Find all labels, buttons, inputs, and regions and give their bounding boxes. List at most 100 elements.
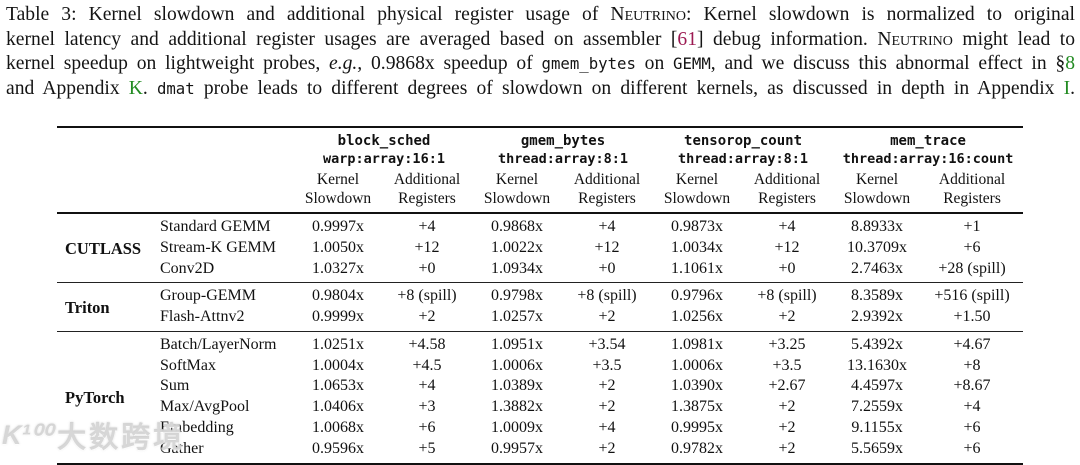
metric-header: Kernel Slowdown <box>843 171 911 207</box>
value-cell: 0.9868x <box>491 218 543 235</box>
table-caption: Table 3: Kernel slowdown and additional … <box>6 3 1075 101</box>
value-cell: +2 <box>598 377 616 395</box>
value-cell: +4 <box>963 398 981 416</box>
caption-line: Table 3: Kernel slowdown and additional … <box>6 3 1075 28</box>
caption-text: probe leads to different degrees of slow… <box>194 77 1064 99</box>
value-cell: +3 <box>418 398 436 416</box>
metric-header: Kernel Slowdown <box>304 171 372 207</box>
value-cell: 1.0050x <box>312 238 364 256</box>
value-cell: 1.0256x <box>671 308 724 326</box>
kernel-name: Max/AvgPool <box>160 398 250 416</box>
caption-text: Neutrino <box>877 28 953 50</box>
value-cell: +12 <box>594 238 620 256</box>
value-cell: +1 <box>963 218 981 235</box>
value-cell: 1.0653x <box>312 377 364 395</box>
corner-spacer <box>57 168 295 213</box>
value-cell: 0.9957x <box>491 440 543 457</box>
probe-group-header: block_sched <box>337 133 431 149</box>
table-row: Triton Group-GEMM 0.9804x +8 (spill) 0.9798x… <box>57 283 1023 315</box>
value-cell: +2 <box>778 398 796 416</box>
kernel-name: Embedding <box>160 419 234 437</box>
citation-link[interactable]: 61 <box>677 28 697 50</box>
table-row: CUTLASS Standard GEMM 0.9997x +4 0.9868x +4 0.… <box>57 213 1023 257</box>
caption-text: dmat <box>156 78 195 98</box>
section-triton: Triton Group-GEMM 0.9804x +8 (spill) 0.9798x… <box>57 282 1024 331</box>
value-cell: 13.1630x <box>847 356 908 374</box>
reference-link[interactable]: K <box>128 77 143 99</box>
table-row: SoftMax 1.0004x +4.5 1.0006x +3.5 1.0006x +3.5… <box>57 355 1023 376</box>
metric-header: Kernel Slowdown <box>483 171 551 207</box>
probe-config-header: thread:array:8:1 <box>497 151 629 167</box>
value-cell: 1.1061x <box>671 259 724 277</box>
value-cell: 0.9796x <box>671 287 724 305</box>
value-cell: +6 <box>963 238 981 256</box>
value-cell: +12 <box>774 238 800 256</box>
kernel-name: Group-GEMM <box>160 287 256 305</box>
kernel-name: Standard GEMM <box>160 218 271 235</box>
value-cell: 1.0006x <box>671 356 724 374</box>
value-cell: 0.9999x <box>312 308 364 326</box>
kernel-name: SoftMax <box>160 356 216 374</box>
value-cell: 1.0004x <box>312 356 364 374</box>
value-cell: 0.9798x <box>491 287 543 305</box>
caption-text: might lead to <box>952 28 1076 50</box>
caption-text: e.g., <box>329 53 363 75</box>
reference-link[interactable]: 8 <box>1065 53 1076 75</box>
value-cell: 1.0406x <box>312 398 364 416</box>
metric-header: Additional Registers <box>753 171 821 207</box>
kernel-name: Sum <box>160 377 190 395</box>
probe-config-header: thread:array:8:1 <box>678 151 809 167</box>
value-cell: +2 <box>598 308 616 326</box>
caption-text: and Appendix <box>6 77 129 99</box>
value-cell: 4.4597x <box>851 377 904 395</box>
value-cell: 1.0327x <box>312 259 364 277</box>
metric-header: Additional Registers <box>573 171 641 207</box>
table-row: Stream-K GEMM 1.0050x +12 1.0022x +12 1.0034x… <box>57 238 1023 259</box>
value-cell: +4 <box>418 377 436 395</box>
value-cell: 9.1155x <box>851 419 903 437</box>
table-header: block_sched gmem_bytes tensorop_count mem_t… <box>57 127 1024 213</box>
value-cell: 2.7463x <box>851 259 904 277</box>
value-cell: +3.5 <box>592 356 622 374</box>
probe-config-header: thread:array:16:count <box>842 151 1014 167</box>
value-cell: +0 <box>778 259 796 277</box>
value-cell: 1.3875x <box>671 398 724 416</box>
value-cell: +3.54 <box>588 335 626 353</box>
value-cell: 0.9873x <box>671 218 724 235</box>
value-cell: 1.0022x <box>491 238 543 256</box>
kernel-name: Batch/LayerNorm <box>160 335 277 353</box>
value-cell: 1.0951x <box>491 335 543 353</box>
value-cell: +6 <box>963 440 981 457</box>
value-cell: +6 <box>418 419 436 437</box>
table-row: Conv2D 1.0327x +0 1.0934x +0 1.1061x +0 2.7463x… <box>57 259 1023 283</box>
probe-group-header: gmem_bytes <box>520 133 606 149</box>
caption-line: kernel speedup on lightweight probes, e.… <box>6 52 1075 77</box>
value-cell: +2 <box>598 440 616 457</box>
kernel-name: Flash-Attnv2 <box>160 308 245 326</box>
caption-text: 0.9868x speedup of <box>362 53 542 75</box>
reference-link[interactable]: I <box>1063 77 1071 99</box>
value-cell: 1.0934x <box>491 259 543 277</box>
caption-text: ] debug information. <box>696 28 878 50</box>
value-cell: 5.5659x <box>851 440 904 457</box>
value-cell: +2.67 <box>768 377 806 395</box>
value-cell: +5 <box>418 440 436 457</box>
caption-text: GEMM <box>673 54 711 74</box>
table-row: Embedding 1.0068x +6 1.0009x +4 0.9995x +2 9.11… <box>57 418 1023 439</box>
value-cell: +12 <box>414 238 440 256</box>
value-cell: 1.0006x <box>491 356 543 374</box>
section-label: Triton <box>65 298 110 318</box>
value-cell: 1.0981x <box>671 335 724 353</box>
results-table: block_sched gmem_bytes tensorop_count mem_t… <box>57 126 1024 465</box>
corner-spacer <box>57 127 295 150</box>
value-cell: +4.5 <box>412 356 442 374</box>
value-cell: +8 (spill) <box>577 287 637 305</box>
metric-header: Additional Registers <box>393 171 461 207</box>
probe-group-header: mem_trace <box>890 133 966 149</box>
metric-header: Additional Registers <box>938 171 1006 207</box>
caption-text: : Kernel slowdown is normalized to origi… <box>686 4 1075 25</box>
value-cell: 0.9596x <box>312 440 364 457</box>
corner-spacer <box>57 150 295 168</box>
value-cell: 1.0390x <box>671 377 724 395</box>
section-pytorch: PyTorch Batch/LayerNorm 1.0251x +4.58 1.0951… <box>57 331 1024 463</box>
